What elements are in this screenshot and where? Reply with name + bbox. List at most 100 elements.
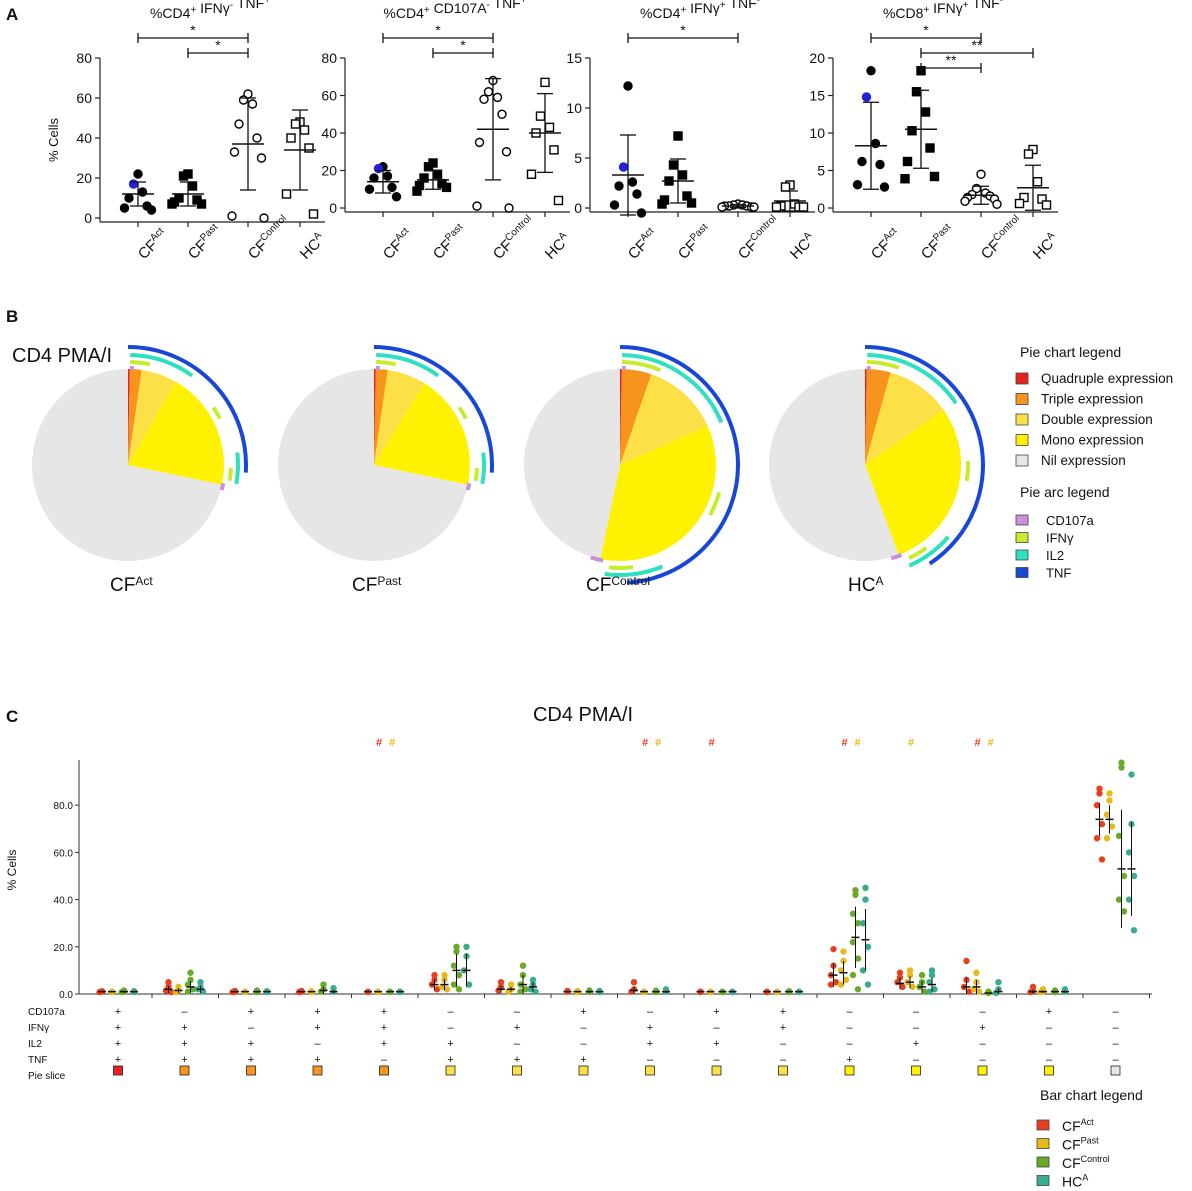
sign-il2: + bbox=[713, 1038, 719, 1050]
data-point bbox=[926, 988, 933, 995]
plot-title: %CD8+ IFNγ+ TNF- bbox=[883, 0, 1003, 21]
legend-label: Triple expression bbox=[1041, 392, 1143, 407]
data-point bbox=[519, 962, 527, 969]
data-point bbox=[544, 122, 555, 133]
y-tick-label: 60 bbox=[321, 88, 337, 104]
data-point bbox=[501, 147, 512, 157]
data-point bbox=[1106, 797, 1113, 804]
pie-arc-il2 bbox=[908, 535, 950, 568]
y-tick-label: 40 bbox=[321, 125, 337, 141]
scatter-plot-3: %CD4+ IFNγ+ TNF- 0 5 10 15 CFAct CFPast CFContr… bbox=[566, 0, 815, 263]
data-point bbox=[827, 981, 835, 988]
data-point bbox=[1115, 832, 1123, 840]
legend-swatch-ifng bbox=[1015, 532, 1029, 543]
legend-label: Double expression bbox=[1041, 412, 1153, 427]
sign-cd107a: – bbox=[647, 1006, 654, 1018]
sign-ifng: – bbox=[1112, 1022, 1119, 1034]
pie-slice-double bbox=[374, 370, 425, 465]
significance-hash: # bbox=[389, 737, 395, 749]
panel-a: A % Cells %CD4+ IFNγ- TNF+ 0 20 40 60 80 CFAct CF… bbox=[6, 0, 1058, 263]
pie-slice-quad bbox=[620, 369, 622, 465]
legend-swatch-cfpast bbox=[1036, 1138, 1050, 1149]
data-point bbox=[849, 971, 857, 979]
pie-slice-double bbox=[620, 374, 708, 465]
x-group-label: CFControl bbox=[977, 213, 1027, 263]
pie-arc-il2 bbox=[604, 564, 664, 577]
pie-arc-ifng bbox=[621, 360, 662, 373]
data-point bbox=[842, 976, 850, 984]
sign-il2: + bbox=[447, 1038, 453, 1050]
data-point bbox=[234, 119, 244, 129]
sign-ifng: – bbox=[580, 1022, 587, 1034]
y-tick-label: 60 bbox=[76, 90, 92, 106]
data-point bbox=[899, 983, 906, 991]
x-group-label: HCA bbox=[541, 230, 574, 263]
sign-ifng: + bbox=[381, 1022, 387, 1034]
significance-label: ** bbox=[972, 37, 983, 53]
legend-label: Mono expression bbox=[1041, 433, 1144, 448]
data-point bbox=[627, 177, 638, 187]
data-point bbox=[960, 196, 970, 206]
data-point bbox=[911, 87, 922, 97]
data-point bbox=[433, 986, 441, 993]
sign-ifng: – bbox=[248, 1022, 255, 1034]
pie-slice-mono bbox=[374, 383, 470, 485]
data-point bbox=[540, 77, 550, 88]
data-point bbox=[124, 193, 134, 203]
sign-ifng: + bbox=[314, 1022, 320, 1034]
combination-7: – + – + bbox=[495, 962, 552, 1076]
data-point bbox=[852, 180, 863, 190]
pie-1: CFAct bbox=[32, 345, 248, 596]
combination-15: + – – – bbox=[1027, 983, 1084, 1076]
data-point bbox=[1098, 856, 1106, 863]
legend-swatch-mono bbox=[1015, 434, 1029, 446]
data-point bbox=[1041, 200, 1052, 210]
pie-arc-ifng bbox=[608, 565, 634, 570]
sign-ifng: – bbox=[1046, 1022, 1053, 1034]
data-point bbox=[900, 174, 910, 184]
x-group-label: CFPast bbox=[917, 222, 958, 263]
data-point bbox=[133, 169, 143, 179]
data-point bbox=[304, 143, 314, 153]
legend-label: IFNγ bbox=[1046, 531, 1074, 546]
panel-c-letter: C bbox=[6, 707, 18, 726]
sign-cd107a: – bbox=[1112, 1006, 1119, 1018]
pie-slice-key bbox=[379, 1065, 389, 1076]
data-point bbox=[852, 886, 859, 894]
data-point bbox=[137, 187, 148, 197]
combination-16: – – – – bbox=[1093, 759, 1150, 1076]
combination-3: + – + + bbox=[229, 987, 286, 1076]
sign-cd107a: + bbox=[381, 1006, 387, 1018]
sign-cd107a: – bbox=[181, 1006, 188, 1018]
legend-label: Quadruple expression bbox=[1041, 371, 1173, 386]
data-point bbox=[463, 943, 470, 950]
sign-cd107a: – bbox=[979, 1006, 986, 1018]
combination-10: + – + – # bbox=[696, 737, 751, 1076]
pie-arc-tnf bbox=[864, 345, 985, 566]
pie-slice-mono bbox=[600, 425, 716, 562]
data-point bbox=[636, 208, 647, 218]
sign-tnf: – bbox=[1046, 1054, 1053, 1066]
legend-label: TNF bbox=[1046, 566, 1071, 581]
significance-label: * bbox=[680, 22, 686, 38]
panel-a-ylabel: % Cells bbox=[46, 117, 61, 162]
x-group-label: CFControl bbox=[489, 213, 539, 263]
sign-ifng: – bbox=[447, 1022, 454, 1034]
data-point bbox=[364, 184, 375, 194]
data-point bbox=[832, 979, 840, 986]
sign-il2: + bbox=[647, 1038, 653, 1050]
data-point bbox=[771, 202, 782, 212]
data-point bbox=[965, 988, 973, 995]
data-point bbox=[921, 988, 928, 995]
pie-slice-mono bbox=[865, 410, 961, 555]
x-group-label: HCA bbox=[296, 230, 329, 263]
data-point bbox=[526, 169, 537, 179]
pie-slice-triple bbox=[865, 369, 891, 465]
sign-il2: – bbox=[979, 1038, 986, 1050]
sign-cd107a: + bbox=[115, 1006, 121, 1018]
pie-slice-nil bbox=[32, 369, 222, 561]
panel-b: B CD4 PMA/I CFAct CFPast CFControl HCA Pie cha… bbox=[6, 307, 1173, 596]
row-label: Pie slice bbox=[28, 1071, 66, 1082]
data-point bbox=[535, 111, 546, 121]
data-point bbox=[614, 181, 624, 191]
